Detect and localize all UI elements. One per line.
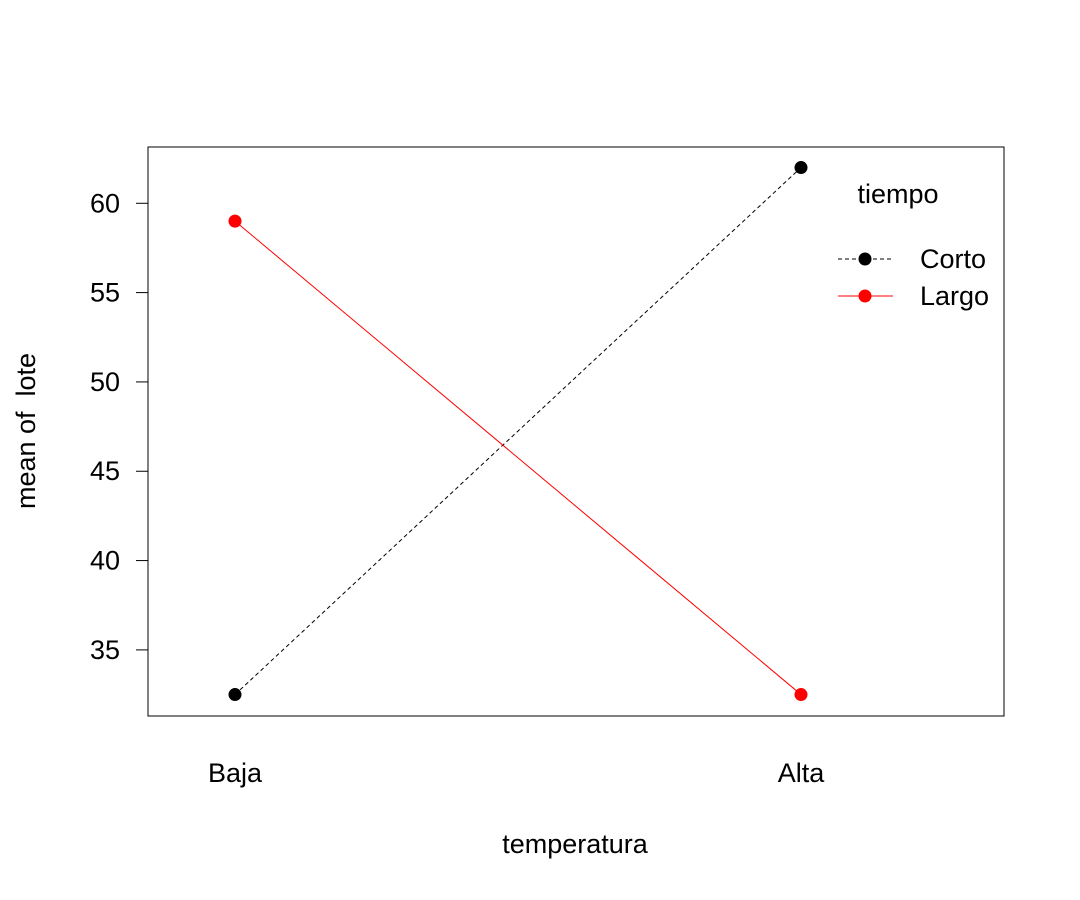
legend-marker-corto xyxy=(858,252,872,266)
legend-title: tiempo xyxy=(857,179,938,209)
series-line-corto xyxy=(234,167,802,695)
legend-label-corto: Corto xyxy=(920,244,986,274)
x-axis: Baja Alta xyxy=(208,758,825,788)
y-tick-label-60: 60 xyxy=(90,188,120,218)
y-axis: 35 40 45 50 55 60 xyxy=(90,188,149,665)
series-layer xyxy=(228,161,808,702)
x-axis-label: temperatura xyxy=(502,829,649,859)
legend-label-largo: Largo xyxy=(920,281,989,311)
y-tick-label-55: 55 xyxy=(90,278,120,308)
y-axis-label: mean of lote xyxy=(11,353,41,509)
x-tick-label-baja: Baja xyxy=(208,758,263,788)
point-largo-alta xyxy=(794,688,808,702)
point-corto-baja xyxy=(228,688,242,702)
plot-frame xyxy=(147,146,1005,717)
legend-marker-largo xyxy=(858,289,872,303)
x-tick-label-alta: Alta xyxy=(778,758,826,788)
series-line-largo xyxy=(234,220,802,695)
y-tick-label-35: 35 xyxy=(90,635,120,665)
y-tick-label-50: 50 xyxy=(90,367,120,397)
y-tick-label-45: 45 xyxy=(90,456,120,486)
legend-entries: Corto Largo xyxy=(838,244,989,311)
y-tick-label-40: 40 xyxy=(90,546,120,576)
legend: tiempo Corto Largo xyxy=(838,179,989,311)
point-largo-baja xyxy=(228,214,242,228)
point-corto-alta xyxy=(794,161,808,175)
